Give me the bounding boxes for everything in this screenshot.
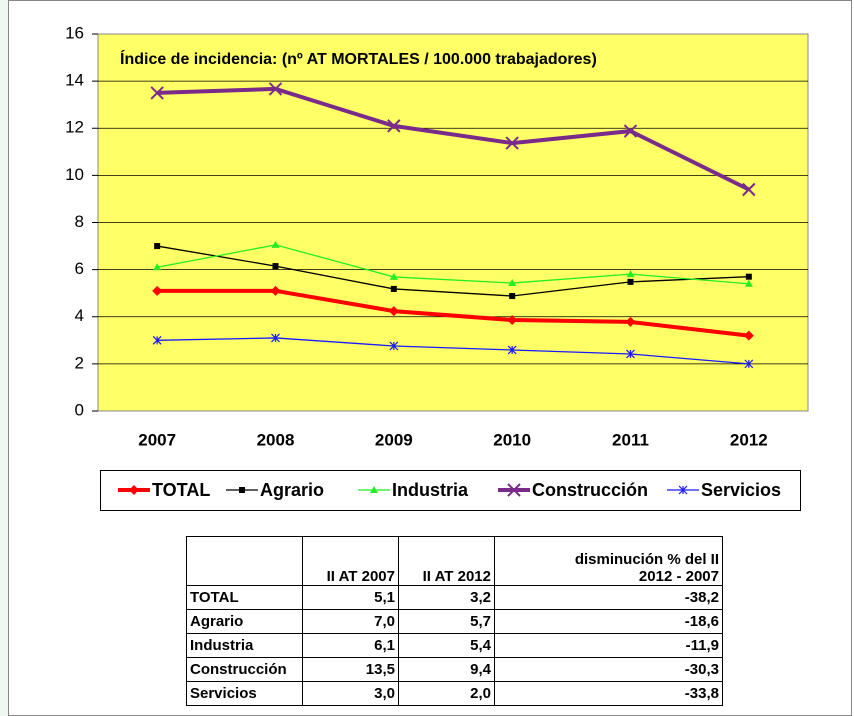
marker — [271, 240, 280, 248]
table-cell: -38,2 — [494, 585, 723, 610]
header-cell: disminución % del II 2012 - 2007 — [494, 536, 723, 586]
y-tick-label: 2 — [75, 353, 84, 372]
x-tick-label: 2011 — [612, 430, 649, 449]
y-tick-label: 16 — [65, 23, 84, 42]
series-line — [157, 337, 749, 365]
marker — [271, 333, 280, 343]
marker — [152, 335, 162, 345]
table-row: Agrario 7,0 5,7 -18,6 — [186, 609, 723, 634]
marker — [389, 341, 399, 351]
series-line — [157, 288, 750, 338]
table-cell: 5,1 — [302, 585, 399, 610]
header-line: 2012 - 2007 — [638, 568, 719, 585]
table-cell: Agrario — [186, 609, 303, 634]
header-cell: II AT 2007 — [302, 536, 399, 586]
table-cell: 5,7 — [398, 609, 495, 634]
table-row: Construcción 13,5 9,4 -30,3 — [186, 657, 723, 682]
series-line — [157, 244, 749, 285]
table-cell: 2,0 — [398, 681, 495, 706]
header-row: II AT 2007 II AT 2012 disminución % del … — [186, 536, 723, 586]
header-line: disminución % del II — [574, 551, 719, 568]
marker — [507, 345, 517, 355]
legend-label: Construcción — [532, 480, 648, 500]
table-cell: -18,6 — [494, 609, 723, 634]
marker — [626, 270, 635, 278]
x-tick-label: 2010 — [493, 430, 531, 449]
marker — [268, 82, 283, 96]
marker — [387, 119, 401, 133]
marker — [744, 279, 753, 287]
marker — [744, 359, 754, 369]
y-tick-label: 12 — [65, 118, 84, 137]
marker — [743, 330, 754, 341]
marker — [152, 285, 163, 296]
table-cell: -30,3 — [494, 657, 723, 682]
legend-marker — [239, 487, 245, 493]
marker — [508, 279, 517, 287]
legend-marker — [129, 485, 139, 495]
x-tick-label: 2008 — [257, 430, 295, 449]
marker — [153, 263, 162, 271]
table-cell: 6,1 — [302, 633, 399, 658]
table-cell: TOTAL — [186, 585, 303, 610]
y-tick-label: 8 — [75, 212, 84, 231]
x-tick-label: 2012 — [730, 430, 768, 449]
y-tick-label: 10 — [65, 165, 84, 184]
marker — [507, 315, 518, 326]
marker — [509, 293, 516, 300]
marker — [745, 273, 752, 280]
summary-table: II AT 2007 II AT 2012 disminución % del … — [186, 536, 723, 706]
marker — [626, 349, 635, 359]
legend-label: Servicios — [701, 480, 781, 500]
y-tick-label: 0 — [75, 400, 84, 419]
legend-marker — [678, 485, 688, 495]
table-cell: 3,0 — [302, 681, 399, 706]
marker — [390, 285, 397, 292]
marker — [625, 316, 636, 327]
table-cell: Industria — [186, 633, 303, 658]
table-cell: -33,8 — [494, 681, 723, 706]
marker — [388, 306, 399, 317]
marker — [270, 285, 281, 296]
y-tick-label: 6 — [75, 259, 84, 278]
legend-label: TOTAL — [152, 480, 210, 500]
marker — [505, 136, 519, 150]
x-tick-label: 2009 — [375, 430, 413, 449]
legend-marker — [507, 483, 521, 497]
legend-label: Industria — [392, 480, 469, 500]
table-cell: 9,4 — [398, 657, 495, 682]
legend-marker — [370, 486, 378, 493]
table-cell: 3,2 — [398, 585, 495, 610]
corner-cell — [186, 536, 303, 586]
y-tick-label: 4 — [75, 306, 84, 325]
y-tick-label: 14 — [65, 71, 84, 90]
table-row: TOTAL 5,1 3,2 -38,2 — [186, 585, 723, 610]
legend-label: Agrario — [260, 480, 324, 500]
marker — [150, 86, 164, 100]
series-line — [157, 245, 749, 297]
table-cell: Servicios — [186, 681, 303, 706]
marker — [627, 278, 634, 285]
marker — [623, 124, 638, 138]
annotation: Índice de incidencia: (nº AT MORTALES / … — [120, 49, 597, 68]
table-row: Servicios 3,0 2,0 -33,8 — [186, 681, 723, 706]
table-cell: Construcción — [186, 657, 303, 682]
table-cell: -11,9 — [494, 633, 723, 658]
table-cell: 7,0 — [302, 609, 399, 634]
table-cell: 13,5 — [302, 657, 399, 682]
marker — [154, 243, 161, 250]
marker — [742, 182, 756, 197]
marker — [272, 263, 279, 270]
x-tick-label: 2007 — [138, 430, 176, 449]
marker — [389, 272, 398, 280]
header-cell: II AT 2012 — [398, 536, 495, 586]
table-row: Industria 6,1 5,4 -11,9 — [186, 633, 723, 658]
table-cell: 5,4 — [398, 633, 495, 658]
series-line — [157, 86, 750, 192]
